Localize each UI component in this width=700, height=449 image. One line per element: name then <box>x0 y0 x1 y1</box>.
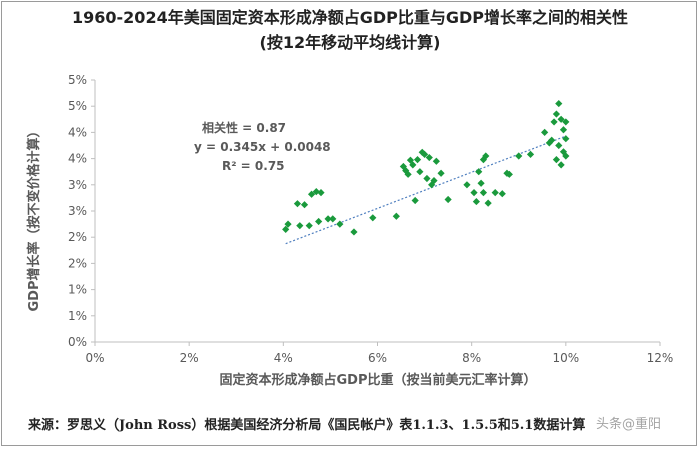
y-axis-title: GDP增长率（按不变价格计算） <box>26 125 42 312</box>
data-point <box>470 189 478 197</box>
data-point <box>437 169 445 177</box>
data-point <box>550 118 558 126</box>
data-point <box>409 161 417 169</box>
data-point <box>350 228 358 236</box>
x-axis-ticks: 0% 2% 4% 6% 8% 10% 12% <box>85 342 673 365</box>
x-tick-label: 4% <box>274 351 293 365</box>
y-tick-label: 4% <box>68 125 87 139</box>
data-point <box>552 110 561 118</box>
data-point <box>307 190 316 198</box>
data-point <box>559 126 568 134</box>
y-tick-label: 2% <box>68 256 87 270</box>
x-tick-label: 12% <box>647 351 674 365</box>
data-point <box>555 99 563 108</box>
x-tick-label: 8% <box>462 351 481 365</box>
data-point <box>315 217 323 226</box>
y-tick-label: 3% <box>68 204 87 218</box>
x-tick-label: 10% <box>552 351 579 365</box>
data-point <box>472 197 480 206</box>
data-point <box>463 181 471 189</box>
data-point <box>296 222 304 230</box>
data-point <box>482 152 490 160</box>
data-point <box>329 215 337 223</box>
axes <box>94 80 660 343</box>
data-point <box>369 214 377 222</box>
data-point <box>432 157 440 165</box>
data-point <box>557 115 565 123</box>
data-point <box>526 150 535 159</box>
data-point <box>557 161 565 169</box>
y-tick-label: 5% <box>68 99 87 113</box>
chart-title: 1960-2024年美国固定资本形成净额占GDP比重与GDP增长率之间的相关性 <box>72 8 628 27</box>
data-point <box>498 190 506 198</box>
x-tick-label: 0% <box>85 351 104 365</box>
data-point <box>491 189 499 197</box>
data-point <box>548 136 556 144</box>
data-point <box>552 156 561 164</box>
chart-subtitle: (按12年移动平均线计算) <box>259 33 441 52</box>
data-point <box>484 199 492 207</box>
data-point <box>562 152 570 160</box>
annotation-correlation: 相关性 = 0.87 <box>202 120 286 135</box>
data-point <box>305 222 313 230</box>
data-point <box>293 200 302 208</box>
data-point <box>404 170 412 178</box>
watermark: 头条@重阳 <box>596 417 662 432</box>
data-point <box>317 189 325 197</box>
y-tick-label: 5% <box>68 73 87 87</box>
data-point <box>413 156 422 164</box>
data-point <box>479 189 488 197</box>
data-point <box>336 220 344 228</box>
data-point <box>312 188 320 196</box>
y-axis-ticks: 0% 1% 1% 2% 2% 3% 3% 4% 4% 5% 5% <box>68 73 95 349</box>
data-point <box>541 128 549 136</box>
data-point <box>430 177 438 185</box>
data-point <box>420 150 429 159</box>
data-point <box>477 179 485 187</box>
data-point <box>562 118 570 126</box>
data-point <box>282 225 290 233</box>
data-point <box>555 141 563 150</box>
source-note: 来源：罗思义（John Ross）根据美国经济分析局《国民帐户》表1.1.3、1… <box>28 418 586 433</box>
data-point <box>425 153 433 162</box>
data-point <box>392 212 400 220</box>
data-point <box>562 135 570 143</box>
y-tick-label: 1% <box>68 283 87 297</box>
data-point <box>300 201 309 209</box>
x-tick-label: 2% <box>180 351 199 365</box>
data-point <box>515 152 523 160</box>
annotation-r-squared: R² = 0.75 <box>222 159 285 173</box>
y-tick-label: 3% <box>68 178 87 192</box>
data-point <box>411 196 419 205</box>
y-tick-label: 1% <box>68 309 87 323</box>
data-point <box>284 220 292 228</box>
y-tick-label: 0% <box>68 335 87 349</box>
annotation-equation: y = 0.345x + 0.0048 <box>194 140 331 154</box>
data-point <box>423 174 431 183</box>
x-axis-title: 固定资本形成净额占GDP比重（按当前美元汇率计算） <box>220 372 537 388</box>
data-point <box>475 168 483 176</box>
data-point <box>444 195 452 204</box>
y-tick-label: 4% <box>68 152 87 166</box>
data-point <box>416 168 424 176</box>
data-points <box>282 99 570 236</box>
data-point <box>418 148 426 156</box>
data-point <box>324 215 332 223</box>
data-point <box>505 170 513 178</box>
x-tick-label: 6% <box>368 351 387 365</box>
y-tick-label: 2% <box>68 230 87 244</box>
